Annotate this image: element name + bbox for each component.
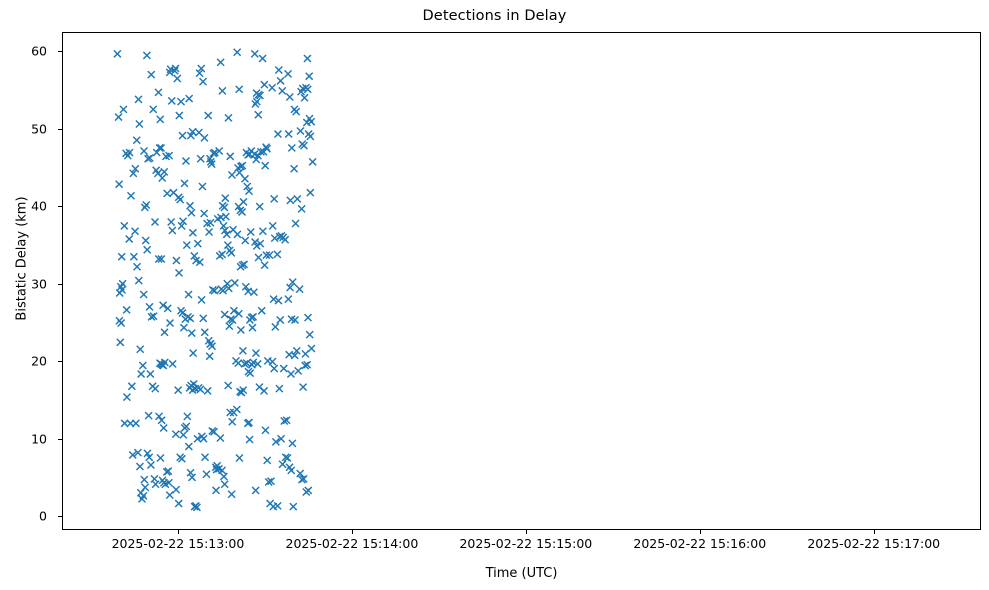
y-tick-mark [58,128,62,130]
x-tick-label: 2025-02-22 15:17:00 [807,536,941,551]
y-tick-mark [58,438,62,440]
x-tick-mark [177,530,180,534]
y-tick-label: 60 [31,43,47,59]
x-tick-label: 2025-02-22 15:16:00 [633,536,767,551]
y-tick-mark [58,283,62,285]
x-tick-mark [525,530,527,534]
x-tick-mark [699,530,701,534]
plot-axes-area [62,32,981,530]
x-tick-mark [873,530,875,534]
y-tick-mark [58,51,62,53]
y-axis-tick-labels: 0 10 20 30 40 50 60 [0,0,62,590]
y-tick-label: 20 [31,353,47,369]
scatter-plot-canvas [113,48,317,512]
y-tick-label: 0 [39,508,47,524]
y-tick-mark [58,516,62,518]
x-tick-label: 2025-02-22 15:14:00 [285,536,419,551]
y-axis-label: Bistatic Delay (km) [14,196,30,321]
page-title: Detections in Delay [422,8,567,24]
x-tick-label: 2025-02-22 15:13:00 [111,536,245,551]
y-tick-mark [58,206,62,208]
y-tick-label: 30 [31,276,47,292]
y-tick-mark [58,361,62,363]
x-axis-label: Time (UTC) [485,566,558,581]
y-tick-label: 40 [31,198,47,214]
x-tick-label: 2025-02-22 15:15:00 [459,536,593,551]
y-tick-label: 10 [31,431,47,447]
y-tick-label: 50 [31,121,47,137]
x-tick-mark [351,530,353,534]
